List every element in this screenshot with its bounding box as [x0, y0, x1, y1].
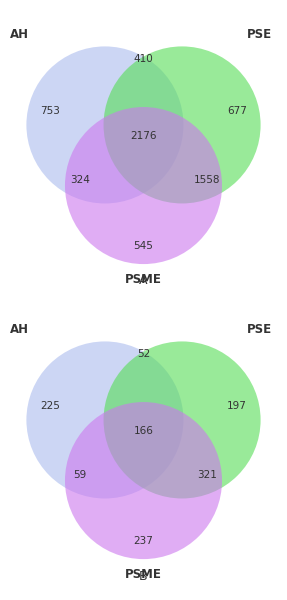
Text: 753: 753	[40, 106, 60, 116]
Circle shape	[26, 46, 183, 203]
Text: 197: 197	[227, 401, 247, 411]
Text: PSE: PSE	[247, 323, 272, 335]
Text: 410: 410	[134, 54, 153, 64]
Text: PSME: PSME	[125, 568, 162, 581]
Text: 321: 321	[197, 470, 217, 480]
Text: 59: 59	[73, 470, 87, 480]
Circle shape	[65, 402, 222, 559]
Text: 52: 52	[137, 349, 150, 359]
Text: AH: AH	[10, 28, 29, 41]
Text: PSE: PSE	[247, 28, 272, 41]
Circle shape	[26, 341, 183, 499]
Text: A: A	[139, 274, 148, 287]
Text: B: B	[139, 569, 148, 583]
Text: 237: 237	[133, 536, 154, 546]
Text: 677: 677	[227, 106, 247, 116]
Text: 1558: 1558	[194, 175, 220, 185]
Text: 2176: 2176	[130, 131, 157, 141]
Text: 545: 545	[133, 241, 154, 251]
Circle shape	[65, 107, 222, 264]
Circle shape	[104, 46, 261, 203]
Text: PSME: PSME	[125, 273, 162, 286]
Text: 225: 225	[40, 401, 60, 411]
Text: 324: 324	[70, 175, 90, 185]
Text: AH: AH	[10, 323, 29, 335]
Text: 166: 166	[133, 426, 154, 436]
Circle shape	[104, 341, 261, 499]
